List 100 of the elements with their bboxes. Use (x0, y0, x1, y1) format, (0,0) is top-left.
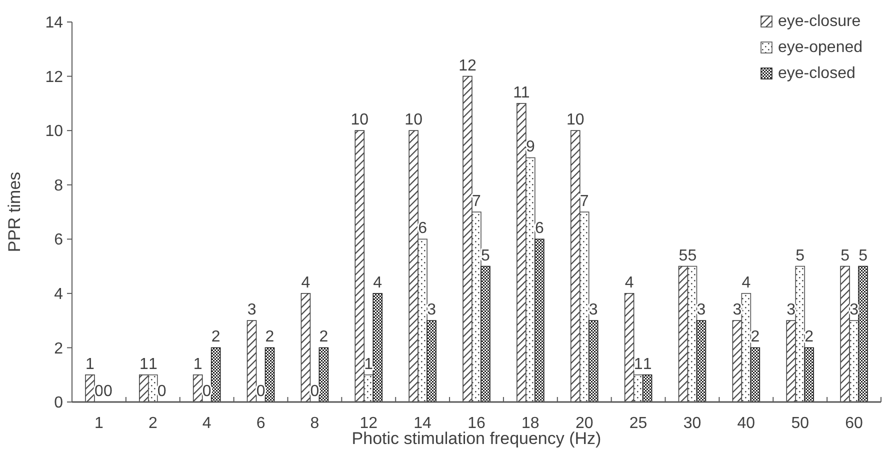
x-tick-label: 12 (360, 415, 378, 432)
bar (642, 374, 652, 402)
x-tick-label: 25 (629, 415, 648, 432)
x-tick-label: 30 (683, 415, 702, 432)
bar (246, 320, 257, 402)
data-label: 10 (350, 112, 369, 129)
data-label: 4 (742, 274, 751, 292)
bar (570, 130, 580, 402)
bar (696, 320, 706, 402)
data-label: 10 (566, 112, 584, 129)
data-label: 2 (804, 328, 814, 346)
bar (210, 347, 221, 402)
bar (750, 347, 760, 402)
bar (678, 266, 688, 402)
data-label: 0 (310, 383, 320, 400)
bar (318, 347, 329, 402)
data-label: 9 (526, 138, 535, 156)
data-label: 10 (404, 112, 423, 129)
data-label: 4 (624, 274, 634, 292)
y-tick-label: 10 (45, 123, 64, 140)
data-label: 5 (678, 247, 688, 264)
data-label: 0 (104, 383, 112, 400)
data-label: 1 (193, 356, 202, 373)
bar (858, 266, 868, 402)
data-label: 1 (642, 356, 652, 373)
x-axis-title: Photic stimulation frequency (Hz) (352, 429, 602, 448)
data-label: 5 (840, 247, 850, 264)
data-label: 3 (427, 302, 436, 319)
bar (516, 103, 526, 402)
data-label: 1 (634, 356, 643, 373)
x-tick-label: 16 (468, 415, 486, 432)
data-label: 2 (319, 328, 328, 346)
bar (300, 293, 311, 402)
data-label: 6 (418, 220, 428, 238)
y-tick-label: 2 (54, 340, 64, 358)
data-label: 0 (202, 383, 212, 400)
data-label: 4 (301, 274, 310, 292)
bar (354, 130, 365, 402)
data-label: 6 (534, 220, 544, 238)
data-label: 0 (94, 383, 104, 400)
bar (480, 266, 490, 402)
bar (840, 266, 850, 402)
data-label: 2 (265, 328, 274, 346)
data-label: 2 (211, 328, 220, 346)
bar (804, 347, 814, 402)
bar (786, 320, 796, 402)
data-label: 1 (148, 356, 158, 373)
data-label: 5 (481, 247, 490, 264)
x-tick-label: 6 (256, 415, 266, 432)
y-tick-label: 14 (45, 14, 64, 32)
bar (85, 374, 95, 402)
x-tick-label: 40 (737, 415, 756, 432)
data-label: 3 (732, 302, 742, 319)
data-label: 1 (86, 356, 95, 373)
data-label: 5 (858, 247, 868, 264)
x-tick-label: 14 (414, 415, 432, 432)
bar (462, 76, 472, 402)
y-tick-label: 0 (54, 394, 64, 412)
bar (408, 130, 418, 402)
bar (732, 320, 742, 402)
legend-label: eye-closed (778, 65, 856, 82)
legend-label: eye-opened (778, 39, 863, 56)
y-tick-label: 4 (54, 286, 64, 304)
data-label: 7 (472, 193, 482, 210)
x-tick-label: 20 (575, 415, 594, 432)
data-label: 5 (688, 247, 697, 264)
data-label: 1 (364, 356, 374, 373)
x-tick-label: 18 (522, 415, 540, 432)
x-tick-label: 8 (310, 415, 320, 432)
data-label: 1 (139, 356, 148, 373)
data-label: 2 (750, 328, 760, 346)
bar (534, 238, 544, 402)
data-label: 12 (458, 57, 477, 74)
x-tick-label: 2 (148, 415, 158, 432)
data-label: 3 (588, 302, 598, 319)
bar (192, 374, 203, 402)
y-tick-label: 6 (54, 232, 64, 249)
data-label: 7 (580, 193, 589, 210)
bar (264, 347, 275, 402)
x-tick-label: 1 (94, 415, 104, 432)
data-label: 0 (157, 383, 166, 400)
x-tick-label: 50 (791, 415, 810, 432)
x-tick-label: 60 (845, 415, 864, 432)
y-axis-title: PPR times (5, 172, 24, 252)
bar (588, 320, 598, 402)
data-label: 11 (513, 84, 530, 102)
data-label: 5 (796, 247, 805, 264)
data-label: 0 (256, 383, 266, 400)
legend-label: eye-closure (778, 13, 861, 30)
bar (624, 293, 634, 402)
data-label: 4 (373, 274, 382, 292)
data-label: 3 (696, 302, 706, 319)
data-label: 3 (850, 302, 859, 319)
data-label: 3 (786, 302, 796, 319)
data-label: 3 (247, 302, 256, 319)
y-tick-label: 12 (45, 68, 64, 86)
bar (372, 293, 383, 402)
y-tick-label: 8 (54, 177, 64, 194)
x-tick-label: 4 (202, 415, 212, 432)
bar (426, 320, 436, 402)
